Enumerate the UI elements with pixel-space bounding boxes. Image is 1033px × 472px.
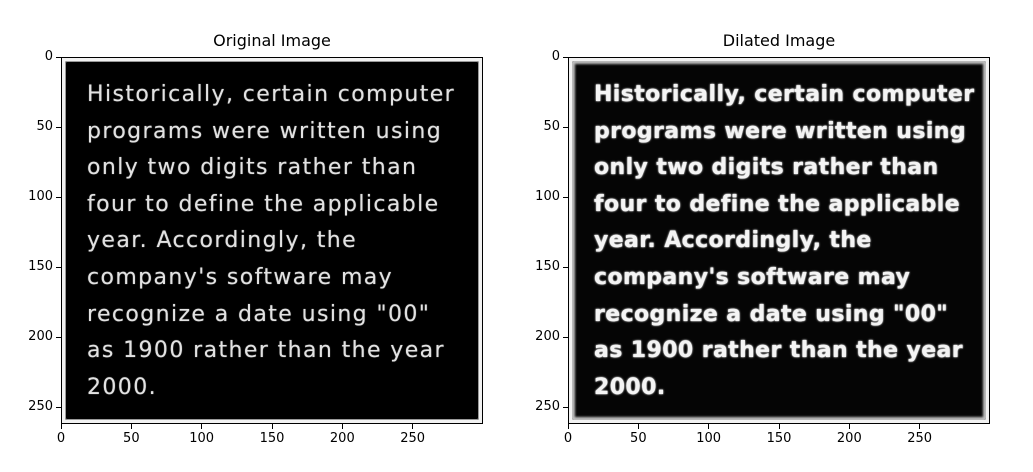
image-dilated: Historically, certain computer programs w… [572,61,986,420]
x-tick-mark-dilated [778,424,780,429]
axes-original: Historically, certain computer programs w… [61,57,483,424]
x-tick-label-original: 100 [189,431,215,446]
image-text-line: 2000. [594,374,666,400]
y-tick-mark-original [56,196,61,198]
x-tick-label-dilated: 200 [836,431,862,446]
y-tick-label-dilated: 0 [551,49,560,64]
y-tick-mark-dilated [563,336,568,338]
x-tick-mark-dilated [567,424,569,429]
image-text-line: recognize a date using "00" [594,301,949,327]
y-tick-mark-original [56,56,61,58]
x-tick-label-original: 200 [329,431,355,446]
image-text-line: Historically, certain computer [594,82,975,107]
y-tick-label-dilated: 100 [535,189,560,205]
y-tick-mark-dilated [563,266,568,268]
panel-title-dilated: Dilated Image [722,31,836,50]
y-tick-label-original: 50 [36,119,53,135]
image-text-line: programs were written using [87,118,443,144]
image-text-line: programs were written using [594,118,967,144]
x-tick-label-dilated: 50 [630,431,647,446]
y-tick-label-dilated: 250 [535,399,560,415]
image-text-line: company's software may [594,264,911,290]
image-text-line: four to define the applicable [594,191,961,217]
image-text-line: year. Accordingly, the [594,228,872,254]
panel-title-original: Original Image [213,31,331,50]
image-text-line: four to define the applicable [87,191,440,217]
y-tick-label-dilated: 150 [535,259,560,275]
y-tick-label-original: 150 [28,259,53,275]
x-tick-mark-original [60,424,62,429]
x-tick-mark-dilated [919,424,921,429]
image-original: Historically, certain computer programs w… [65,61,479,420]
y-tick-label-original: 250 [28,399,53,415]
image-text-line: as 1900 rather than the year [594,338,964,364]
x-tick-label-dilated: 0 [563,431,573,446]
image-text-line: Historically, certain computer [87,82,456,107]
x-tick-mark-original [271,424,273,429]
y-tick-mark-original [56,266,61,268]
x-tick-mark-original [412,424,414,429]
image-text-dilated: Historically, certain computer programs w… [594,77,986,406]
x-tick-mark-original [201,424,203,429]
y-tick-mark-dilated [563,406,568,408]
image-text-line: recognize a date using "00" [87,301,431,327]
y-tick-mark-dilated [563,196,568,198]
x-tick-mark-original [341,424,343,429]
x-tick-mark-dilated [637,424,639,429]
axes-dilated: Historically, certain computer programs w… [568,57,990,424]
y-tick-label-dilated: 50 [543,119,560,135]
image-text-line: 2000. [87,374,157,400]
image-text-line: company's software may [87,264,394,290]
image-text-line: as 1900 rather than the year [87,338,445,364]
x-tick-label-original: 50 [123,431,140,446]
y-tick-mark-original [56,336,61,338]
x-tick-label-original: 150 [259,431,285,446]
y-tick-mark-original [56,406,61,408]
y-tick-mark-original [56,126,61,128]
y-tick-label-original: 200 [28,329,53,345]
y-tick-mark-dilated [563,126,568,128]
x-tick-label-dilated: 250 [907,431,933,446]
image-text-line: only two digits rather than [594,155,939,181]
x-tick-mark-original [130,424,132,429]
x-tick-label-original: 250 [400,431,426,446]
x-tick-label-original: 0 [56,431,66,446]
y-tick-label-original: 100 [28,189,53,205]
y-tick-mark-dilated [563,56,568,58]
image-text-line: only two digits rather than [87,155,418,181]
x-tick-label-dilated: 100 [696,431,722,446]
image-text-original: Historically, certain computer programs w… [87,77,479,406]
y-tick-label-original: 0 [44,49,53,64]
x-tick-label-dilated: 150 [766,431,792,446]
image-text-line: year. Accordingly, the [87,228,358,254]
y-tick-label-dilated: 200 [535,329,560,345]
x-tick-mark-dilated [848,424,850,429]
x-tick-mark-dilated [708,424,710,429]
